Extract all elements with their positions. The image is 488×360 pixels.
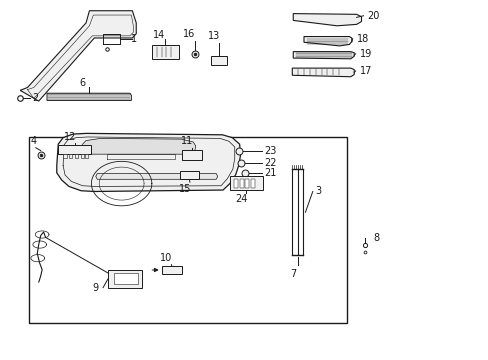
Bar — [69, 154, 72, 158]
Text: 14: 14 — [153, 30, 165, 40]
Text: 22: 22 — [264, 158, 276, 168]
Bar — [182, 150, 201, 160]
Bar — [245, 179, 249, 188]
Text: 18: 18 — [356, 34, 368, 44]
Text: 9: 9 — [92, 283, 98, 293]
Text: 17: 17 — [359, 66, 371, 76]
Text: 20: 20 — [366, 11, 379, 21]
Text: 8: 8 — [373, 233, 379, 243]
Text: 13: 13 — [208, 31, 220, 41]
Bar — [108, 270, 142, 288]
Bar — [211, 56, 226, 65]
Text: 5: 5 — [107, 279, 114, 289]
Bar — [180, 171, 198, 179]
Bar — [81, 154, 84, 158]
Bar — [233, 179, 237, 188]
Bar — [29, 137, 346, 323]
Bar — [251, 179, 255, 188]
Text: 4: 4 — [30, 136, 36, 145]
Text: 10: 10 — [160, 253, 172, 263]
Text: 23: 23 — [264, 146, 276, 156]
Polygon shape — [304, 37, 351, 46]
Polygon shape — [57, 134, 240, 192]
Text: 15: 15 — [179, 184, 191, 194]
Polygon shape — [20, 11, 136, 101]
Polygon shape — [293, 51, 353, 59]
Polygon shape — [82, 138, 195, 154]
Bar — [63, 154, 66, 158]
Text: 19: 19 — [359, 49, 371, 59]
Text: 2: 2 — [32, 93, 39, 103]
Bar — [114, 273, 138, 284]
Text: 16: 16 — [183, 29, 195, 39]
Text: 11: 11 — [181, 136, 193, 146]
Bar — [84, 154, 88, 158]
Polygon shape — [96, 174, 217, 179]
Bar — [239, 179, 243, 188]
Text: 1: 1 — [131, 34, 137, 44]
Text: 12: 12 — [63, 132, 76, 142]
Bar — [229, 176, 263, 190]
Text: 6: 6 — [80, 78, 85, 88]
Bar — [58, 145, 91, 154]
Polygon shape — [293, 14, 361, 26]
Text: 3: 3 — [315, 186, 321, 197]
Polygon shape — [47, 93, 131, 100]
Text: 21: 21 — [264, 168, 276, 178]
Bar — [161, 266, 182, 274]
Text: 7: 7 — [289, 269, 296, 279]
Bar — [75, 154, 78, 158]
Text: 24: 24 — [235, 194, 247, 204]
Bar — [152, 45, 178, 59]
Polygon shape — [292, 68, 353, 77]
